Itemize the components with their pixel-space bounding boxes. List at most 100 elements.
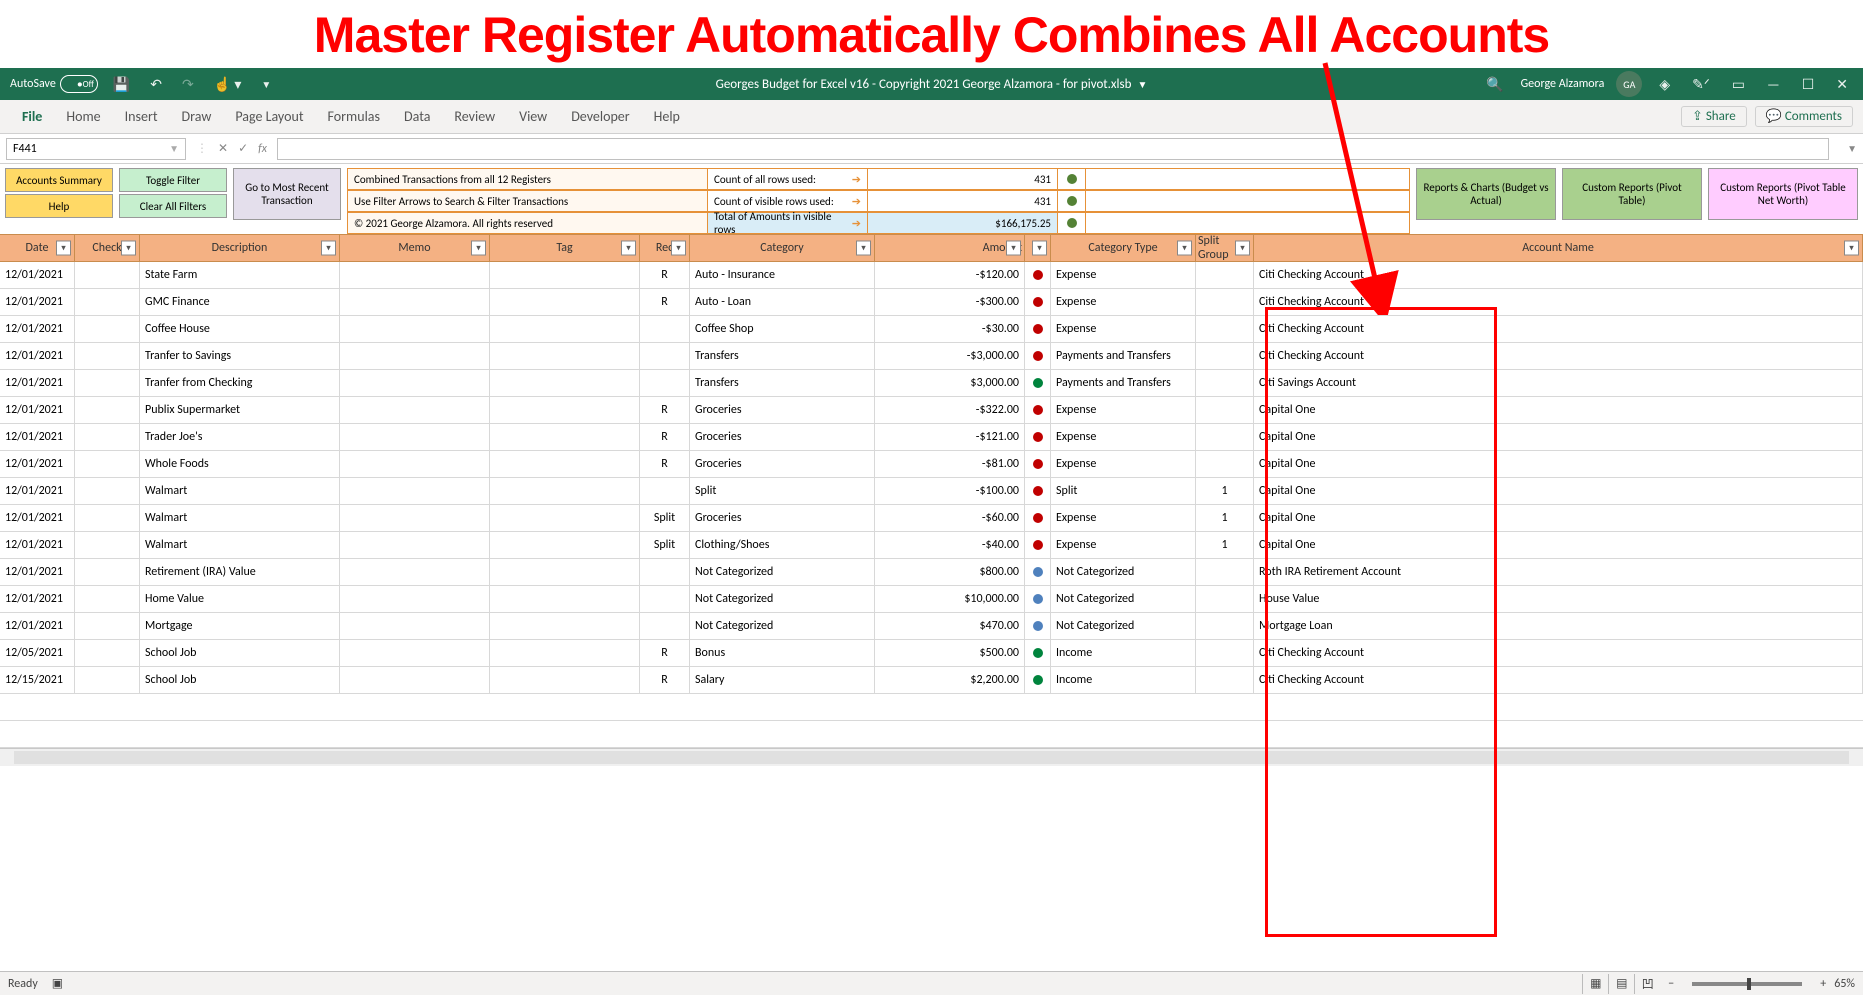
macro-icon[interactable]: ▣: [52, 976, 63, 991]
redo-icon[interactable]: ↷: [177, 76, 199, 93]
name-box[interactable]: F441▼: [6, 138, 186, 160]
tab-review[interactable]: Review: [442, 108, 507, 125]
filter-arrow-icon[interactable]: ▾: [621, 241, 636, 256]
tab-file[interactable]: File: [10, 108, 54, 125]
hscroll[interactable]: [0, 748, 1863, 766]
tab-developer[interactable]: Developer: [559, 108, 641, 125]
col-header-rec[interactable]: Rec▾: [640, 235, 690, 261]
close-icon[interactable]: ✕: [1831, 76, 1853, 93]
table-row[interactable]: 12/01/2021Tranfer to SavingsTransfers-$3…: [0, 343, 1863, 370]
table-row[interactable]: 12/01/2021Retirement (IRA) ValueNot Cate…: [0, 559, 1863, 586]
col-header-tag[interactable]: Tag▾: [490, 235, 640, 261]
dashboard-row: Accounts Summary Help Toggle Filter Clea…: [0, 164, 1863, 234]
col-header-check[interactable]: Check▾: [75, 235, 140, 261]
filter-arrow-icon[interactable]: ▾: [1032, 241, 1047, 256]
touch-icon[interactable]: ☝ ▾: [209, 76, 247, 93]
help-button[interactable]: Help: [5, 194, 113, 218]
tab-view[interactable]: View: [507, 108, 559, 125]
filter-arrow-icon[interactable]: ▾: [1235, 241, 1250, 256]
fx-icon[interactable]: fx: [258, 142, 267, 156]
cancel-icon[interactable]: ✕: [218, 141, 228, 156]
filter-arrow-icon[interactable]: ▾: [321, 241, 336, 256]
table-row[interactable]: 12/01/2021WalmartSplitGroceries-$60.00Ex…: [0, 505, 1863, 532]
table-row[interactable]: 12/01/2021Trader Joe'sRGroceries-$121.00…: [0, 424, 1863, 451]
col-header-account-name[interactable]: Account Name▾: [1254, 235, 1863, 261]
table-row[interactable]: 12/01/2021Coffee HouseCoffee Shop-$30.00…: [0, 316, 1863, 343]
comments-button[interactable]: 💬 Comments: [1755, 106, 1853, 127]
titlebar: AutoSave ● Off 💾 ↶ ↷ ☝ ▾ ▼ Georges Budge…: [0, 68, 1863, 100]
maximize-icon[interactable]: ☐: [1797, 76, 1820, 93]
col-header-category[interactable]: Category▾: [690, 235, 875, 261]
zoom-out-icon[interactable]: −: [1668, 977, 1674, 991]
table-row[interactable]: 12/01/2021WalmartSplit-$100.00Split1Capi…: [0, 478, 1863, 505]
save-icon[interactable]: 💾: [108, 76, 135, 93]
table-row[interactable]: 12/05/2021School JobRBonus$500.00IncomeC…: [0, 640, 1863, 667]
col-header-amount[interactable]: Amount▾: [875, 235, 1025, 261]
info-block: Combined Transactions from all 12 Regist…: [347, 168, 1410, 234]
table-row[interactable]: 12/01/2021GMC FinanceRAuto - Loan-$300.0…: [0, 289, 1863, 316]
filter-arrow-icon[interactable]: ▾: [1177, 241, 1192, 256]
view-normal-icon[interactable]: ▦: [1582, 974, 1608, 994]
table-row[interactable]: 12/01/2021State FarmRAuto - Insurance-$1…: [0, 262, 1863, 289]
toggle-filter-button[interactable]: Toggle Filter: [119, 168, 227, 192]
tab-help[interactable]: Help: [642, 108, 692, 125]
status-bar: Ready ▣ ▦ ▤ 凹 − + 65%: [0, 971, 1863, 995]
clear-filters-button[interactable]: Clear All Filters: [119, 194, 227, 218]
col-header-split-group[interactable]: Split Group▾: [1196, 235, 1254, 261]
goto-recent-button[interactable]: Go to Most Recent Transaction: [233, 168, 341, 220]
reports-charts-button[interactable]: Reports & Charts (Budget vs Actual): [1416, 168, 1556, 220]
view-page-icon[interactable]: ▤: [1608, 974, 1634, 994]
user-name: George Alzamora: [1521, 77, 1605, 91]
tab-insert[interactable]: Insert: [113, 108, 170, 125]
filter-arrow-icon[interactable]: ▾: [121, 241, 136, 256]
pen-icon[interactable]: ✎ᐟ: [1687, 76, 1715, 93]
filter-arrow-icon[interactable]: ▾: [1844, 241, 1859, 256]
formula-bar: F441▼ ⋮ ✕ ✓ fx ▼: [0, 134, 1863, 164]
zoom-in-icon[interactable]: +: [1820, 977, 1826, 991]
table-row[interactable]: 12/01/2021WalmartSplitClothing/Shoes-$40…: [0, 532, 1863, 559]
table-row[interactable]: 12/01/2021Tranfer from CheckingTransfers…: [0, 370, 1863, 397]
tab-draw[interactable]: Draw: [170, 108, 224, 125]
custom-reports-button[interactable]: Custom Reports (Pivot Table): [1562, 168, 1702, 220]
table-row[interactable]: 12/01/2021Whole FoodsRGroceries-$81.00Ex…: [0, 451, 1863, 478]
accounts-summary-button[interactable]: Accounts Summary: [5, 168, 113, 192]
tab-page-layout[interactable]: Page Layout: [223, 108, 315, 125]
formula-input[interactable]: [277, 138, 1829, 160]
custom-reports-networth-button[interactable]: Custom Reports (Pivot Table Net Worth): [1708, 168, 1858, 220]
autosave-toggle[interactable]: AutoSave ● Off: [10, 75, 98, 93]
hero-title: Master Register Automatically Combines A…: [0, 0, 1863, 68]
undo-icon[interactable]: ↶: [145, 76, 167, 93]
filter-arrow-icon[interactable]: ▾: [471, 241, 486, 256]
share-button[interactable]: ⇪ Share: [1681, 106, 1747, 127]
tab-data[interactable]: Data: [392, 108, 442, 125]
col-header-category-type[interactable]: Category Type▾: [1051, 235, 1196, 261]
doc-title: Georges Budget for Excel v16 - Copyright…: [716, 77, 1132, 92]
filter-arrow-icon[interactable]: ▾: [856, 241, 871, 256]
expand-formula-icon[interactable]: ▼: [1847, 142, 1857, 155]
filter-arrow-icon[interactable]: ▾: [671, 241, 686, 256]
col-header-date[interactable]: Date▾: [0, 235, 75, 261]
col-header-description[interactable]: Description▾: [140, 235, 340, 261]
view-break-icon[interactable]: 凹: [1634, 974, 1660, 994]
filter-arrow-icon[interactable]: ▾: [56, 241, 71, 256]
minimize-icon[interactable]: —: [1762, 76, 1785, 93]
qat-more-icon[interactable]: ▼: [256, 78, 276, 91]
col-header-indicator[interactable]: ▾: [1025, 235, 1051, 261]
table-row[interactable]: 12/15/2021School JobRSalary$2,200.00Inco…: [0, 667, 1863, 694]
filter-arrow-icon[interactable]: ▾: [1006, 241, 1021, 256]
avatar[interactable]: GA: [1616, 71, 1642, 97]
zoom-slider[interactable]: [1692, 982, 1802, 986]
tab-formulas[interactable]: Formulas: [316, 108, 392, 125]
table-row[interactable]: 12/01/2021Home ValueNot Categorized$10,0…: [0, 586, 1863, 613]
enter-icon[interactable]: ✓: [238, 141, 248, 156]
diamond-icon[interactable]: ◈: [1654, 76, 1675, 93]
col-header-memo[interactable]: Memo▾: [340, 235, 490, 261]
data-grid: Date▾Check▾Description▾Memo▾Tag▾Rec▾Cate…: [0, 234, 1863, 748]
search-icon[interactable]: 🔍: [1481, 76, 1508, 93]
app-root: Master Register Automatically Combines A…: [0, 0, 1863, 766]
tab-home[interactable]: Home: [54, 108, 112, 125]
table-row[interactable]: 12/01/2021Publix SupermarketRGroceries-$…: [0, 397, 1863, 424]
title-dropdown-icon[interactable]: ▼: [1137, 78, 1147, 91]
ribbon-mode-icon[interactable]: ▭: [1727, 76, 1750, 93]
table-row[interactable]: 12/01/2021MortgageNot Categorized$470.00…: [0, 613, 1863, 640]
